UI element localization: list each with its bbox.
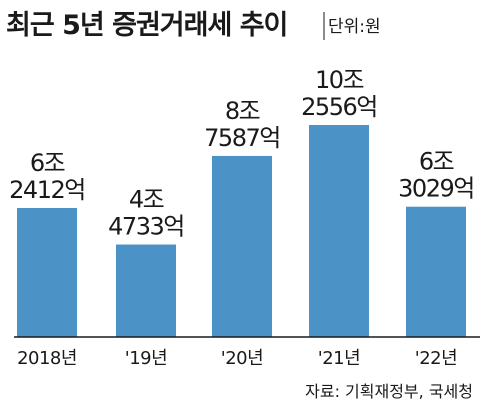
bars-group: 6조2412억2018년4조4733억'19년8조7587억'20년10조255… (9, 66, 475, 369)
x-tick-label-5: '22년 (415, 348, 457, 369)
bar-value-label-2-line-2: 4733억 (108, 213, 184, 241)
bar-value-label-2-line-1: 4조 (129, 186, 164, 214)
bar-1 (17, 207, 77, 337)
bar-value-label-3-line-2: 7587억 (204, 124, 280, 152)
bar-value-label-3-line-1: 8조 (225, 97, 260, 125)
bar-value-label-1-line-1: 6조 (30, 149, 65, 177)
bar-4 (309, 125, 369, 337)
chart-title: 최근 5년 증권거래세 추이 (6, 10, 287, 41)
bar-2 (116, 244, 176, 337)
bar-3 (212, 155, 272, 337)
x-tick-label-3: '20년 (221, 348, 263, 369)
bar-value-label-4-line-2: 2556억 (301, 93, 377, 121)
bar-value-label-5-line-1: 6조 (419, 148, 454, 176)
source-note: 자료: 기획재정부, 국세청 (305, 382, 473, 401)
bar-value-label-5-line-2: 3029억 (398, 175, 474, 203)
bar-value-label-4-line-1: 10조 (315, 66, 364, 94)
x-tick-label-4: '21년 (318, 348, 360, 369)
bar-5 (406, 206, 466, 337)
x-tick-label-1: 2018년 (17, 348, 77, 369)
unit-label: 단위:원 (328, 17, 381, 37)
bar-value-label-1-line-2: 2412억 (9, 176, 85, 204)
x-tick-label-2: '19년 (125, 348, 167, 369)
